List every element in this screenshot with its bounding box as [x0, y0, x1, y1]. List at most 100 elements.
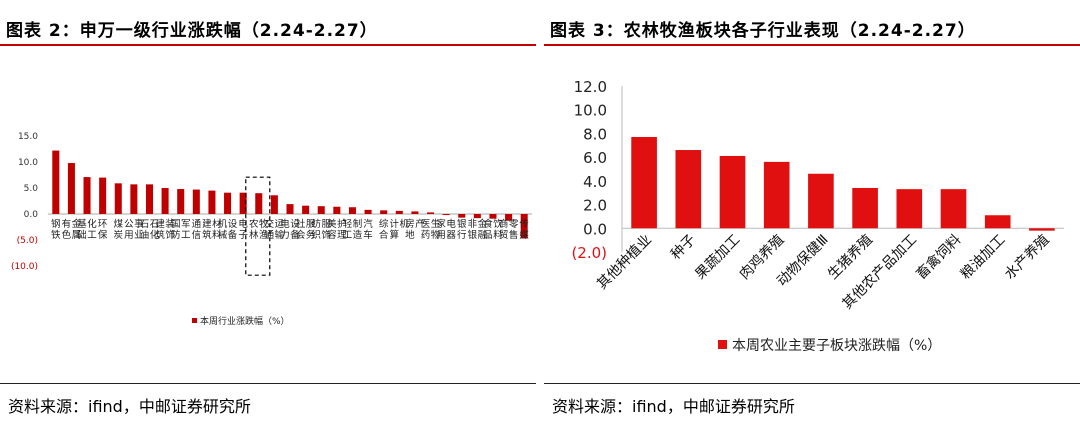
left-chart: 15.0 10.0 5.0 0.0 (5.0) (10.0) 钢铁有色金属基础化工环保煤炭公…	[0, 60, 536, 370]
x-category-char: 业	[134, 230, 144, 241]
right-chart-svg: 12.010.08.06.04.02.00.0(2.0)其他种植业 种子果蔬加工肉…	[571, 78, 1064, 354]
bar	[763, 161, 790, 229]
bar	[333, 206, 341, 214]
x-category-char: 贸	[499, 229, 509, 241]
bar	[505, 214, 513, 221]
x-category-char: 牧	[259, 218, 269, 230]
bar	[192, 189, 200, 214]
y-tick-label: 0.0	[24, 210, 39, 220]
x-category-char: 计	[390, 218, 400, 230]
bar	[67, 163, 75, 214]
x-category-char: 造	[353, 229, 363, 241]
x-category-char: 生	[431, 218, 441, 230]
x-category-char: 食	[483, 218, 493, 230]
x-category-char: 用	[124, 230, 134, 241]
left-title-bar: 图表 2：申万一级行业涨跌幅（2.24-2.27）	[0, 4, 536, 46]
x-category-char: 建	[155, 218, 165, 230]
x-category-char: 装	[165, 218, 175, 230]
x-category-char: 媒	[519, 229, 529, 241]
x-category-char: 力	[280, 229, 290, 241]
x-category-char: 林	[249, 229, 259, 241]
bar	[395, 210, 403, 214]
x-category-char: 筑	[155, 229, 165, 241]
x-category-char: 石	[140, 219, 150, 230]
bar	[719, 155, 746, 229]
x-category-label: 果蔬加工	[692, 232, 743, 283]
x-category-char: 料	[493, 229, 503, 241]
bar	[317, 206, 325, 214]
x-category-char: 通	[265, 230, 275, 241]
x-category-char: 制	[353, 218, 363, 230]
x-category-char: 药	[421, 230, 431, 241]
x-category-char: 备	[290, 229, 300, 241]
y-tick-label: 15.0	[18, 132, 38, 142]
x-category-char: 工	[87, 230, 97, 241]
bar	[255, 193, 263, 214]
x-category-char: 饰	[321, 229, 331, 241]
x-category-char: 材	[212, 218, 222, 230]
x-category-char: 渔	[259, 230, 269, 241]
x-category-char: 综	[379, 218, 389, 230]
bar	[130, 184, 138, 214]
x-category-char: 输	[275, 229, 285, 241]
bar	[270, 195, 278, 214]
bar	[145, 184, 153, 214]
bar	[239, 192, 247, 214]
x-category-char: 通	[192, 219, 202, 230]
x-category-char: 饰	[165, 229, 175, 241]
x-category-char: 建	[202, 218, 212, 230]
x-category-char: 化	[150, 229, 160, 241]
x-category-char: 理	[337, 230, 347, 241]
left-figure-title: 图表 2：申万一级行业涨跌幅（2.24-2.27）	[6, 21, 378, 41]
x-category-char: 煤	[114, 218, 124, 230]
bar	[161, 188, 169, 214]
x-category-char: 金	[478, 218, 488, 230]
x-category-char: 机	[400, 218, 410, 230]
legend-label: 本周农业主要子板块涨跌幅（%）	[732, 338, 941, 354]
left-source-divider	[0, 383, 536, 384]
x-category-char: 交	[265, 218, 275, 230]
x-category-char: 银	[468, 229, 478, 241]
x-category-char: 融	[478, 230, 488, 241]
x-category-char: 料	[212, 229, 222, 241]
left-chart-svg: 15.010.05.00.0(5.0)(10.0)钢铁有色金属基础化工环保煤炭公…	[11, 132, 532, 327]
x-category-char: 售	[509, 229, 519, 241]
x-category-char: 器	[446, 230, 456, 241]
x-category-char: 物	[431, 229, 441, 241]
bar	[984, 215, 1011, 229]
bar	[458, 214, 466, 218]
y-tick-label: (10.0)	[11, 262, 38, 272]
x-category-char: 设	[228, 219, 238, 230]
bar	[520, 214, 528, 239]
bar	[208, 190, 216, 214]
x-category-char: 非	[468, 218, 478, 230]
x-category-char: 织	[311, 229, 321, 241]
y-tick-label: 5.0	[24, 184, 39, 194]
bar	[364, 209, 372, 214]
x-category-char: 保	[98, 229, 108, 241]
bar	[177, 189, 185, 214]
y-tick-label: 0.0	[583, 220, 607, 238]
bar	[114, 183, 122, 214]
x-category-char: 械	[218, 229, 228, 241]
x-category-char: 品	[483, 230, 493, 241]
legend-swatch	[718, 340, 727, 349]
y-tick-label: 2.0	[583, 197, 607, 215]
x-category-char: 运	[275, 219, 285, 230]
x-category-label: 水产养殖	[1001, 231, 1053, 283]
bar	[348, 207, 356, 214]
bar	[224, 192, 232, 214]
x-category-char: 行	[457, 229, 467, 241]
right-figure-title: 图表 3：农林牧渔板块各子行业表现（2.24-2.27）	[550, 21, 976, 41]
x-category-char: 工	[343, 230, 353, 241]
x-category-char: 油	[140, 229, 150, 241]
x-category-label: 种子	[668, 232, 699, 263]
x-category-char: 国	[171, 219, 181, 230]
x-category-char: 事	[134, 218, 144, 230]
bar	[83, 177, 91, 214]
y-tick-label: 10.0	[18, 158, 38, 168]
x-category-char: 炭	[114, 230, 124, 241]
bar	[808, 173, 834, 229]
x-category-char: 石	[150, 219, 160, 230]
legend-swatch	[192, 318, 197, 323]
